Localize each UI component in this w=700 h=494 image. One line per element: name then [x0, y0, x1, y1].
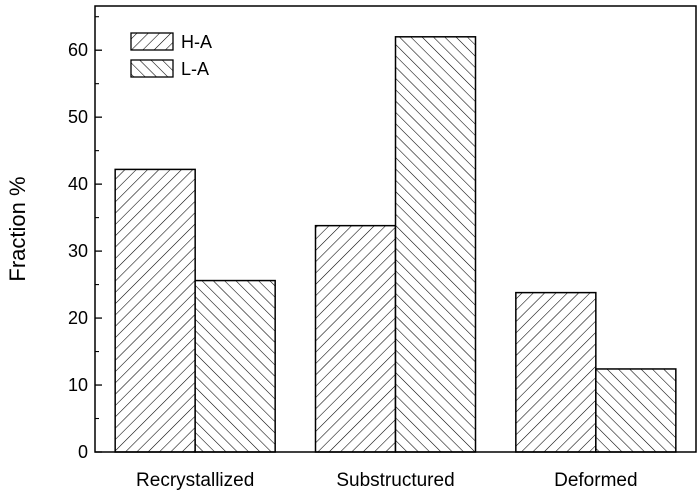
bars-layer [114, 36, 677, 453]
legend-swatch-h-a [130, 32, 174, 51]
bar-h-a-deformed [515, 291, 597, 453]
y-axis: 0 10 20 30 40 50 60 [68, 16, 102, 462]
y-tick-label: 20 [68, 308, 88, 328]
y-tick-label: 30 [68, 241, 88, 261]
bar-l-a-recrystallized [194, 279, 276, 453]
x-category-label: Recrystallized [136, 470, 254, 491]
y-tick-label: 40 [68, 174, 88, 194]
y-tick-label: 60 [68, 40, 88, 60]
x-category-label: Deformed [554, 470, 637, 491]
axes-layer [94, 5, 697, 453]
x-axis: Recrystallized Substructured Deformed [136, 470, 638, 491]
bar-h-a-substructured [314, 224, 397, 453]
y-axis-title: Fraction % [5, 176, 30, 281]
legend-label-l-a: L-A [181, 59, 209, 79]
legend-swatch-l-a [130, 59, 174, 78]
legend-label-h-a: H-A [181, 32, 212, 52]
bar-l-a-deformed [595, 368, 677, 453]
bar-l-a-substructured [394, 36, 477, 453]
y-tick-label: 10 [68, 375, 88, 395]
plot-frame [94, 5, 697, 453]
y-tick-label: 0 [78, 442, 88, 462]
legend: H-A L-A [130, 32, 212, 79]
bar-h-a-recrystallized [114, 168, 196, 453]
y-tick-label: 50 [68, 107, 88, 127]
x-category-label: Substructured [336, 470, 454, 491]
